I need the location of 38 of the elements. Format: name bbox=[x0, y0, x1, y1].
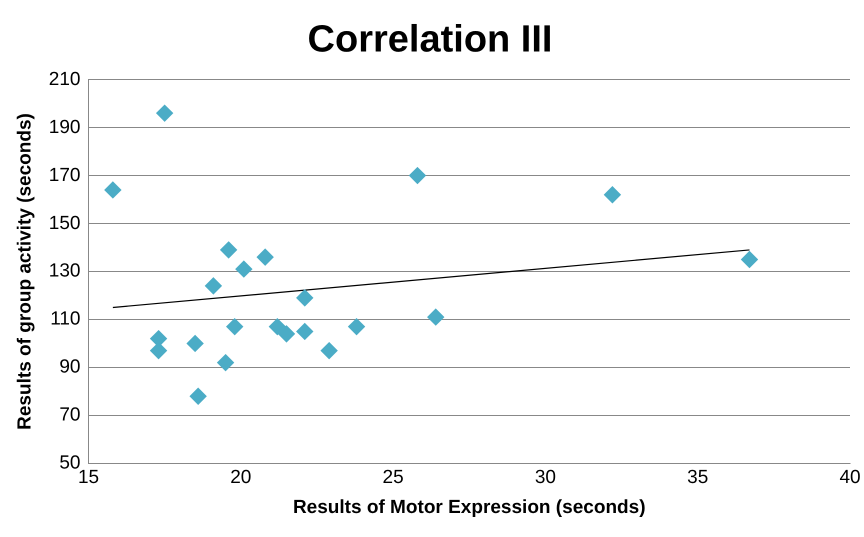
y-tick-label: 90 bbox=[59, 356, 80, 378]
point bbox=[256, 248, 274, 266]
point bbox=[427, 308, 444, 326]
point bbox=[104, 181, 122, 198]
point bbox=[204, 277, 222, 294]
y-tick-label: 170 bbox=[48, 164, 80, 186]
x-axis-title: Results of Motor Expression (seconds) bbox=[292, 496, 646, 518]
x-tick-label: 35 bbox=[687, 467, 708, 488]
x-tick-label: 15 bbox=[78, 467, 100, 488]
point bbox=[348, 318, 366, 336]
point bbox=[740, 251, 758, 268]
x-tick-label: 40 bbox=[839, 467, 861, 488]
point bbox=[226, 318, 244, 336]
y-axis-title: Results of group activity (seconds) bbox=[14, 113, 36, 430]
point bbox=[220, 241, 238, 258]
point bbox=[217, 354, 234, 372]
point bbox=[278, 325, 295, 342]
y-tick-label: 70 bbox=[59, 404, 80, 426]
x-tick-label: 30 bbox=[534, 467, 556, 488]
point bbox=[408, 167, 426, 184]
x-tick-label: 20 bbox=[230, 467, 252, 488]
y-tick-label: 190 bbox=[48, 116, 80, 138]
point bbox=[186, 334, 204, 352]
point bbox=[296, 322, 314, 340]
point bbox=[268, 318, 286, 336]
y-tick-label: 130 bbox=[48, 260, 80, 282]
y-tick-label: 110 bbox=[50, 308, 80, 330]
point bbox=[235, 260, 252, 278]
x-tick-label: 25 bbox=[382, 467, 404, 488]
point bbox=[320, 342, 338, 360]
point bbox=[190, 388, 207, 405]
y-tick-label: 150 bbox=[48, 212, 80, 234]
point bbox=[156, 104, 174, 122]
chart-title: Correlation III bbox=[308, 18, 552, 60]
point bbox=[296, 289, 314, 306]
y-tick-label: 210 bbox=[48, 68, 80, 90]
y-tick-label: 50 bbox=[59, 452, 80, 474]
point bbox=[604, 186, 621, 204]
